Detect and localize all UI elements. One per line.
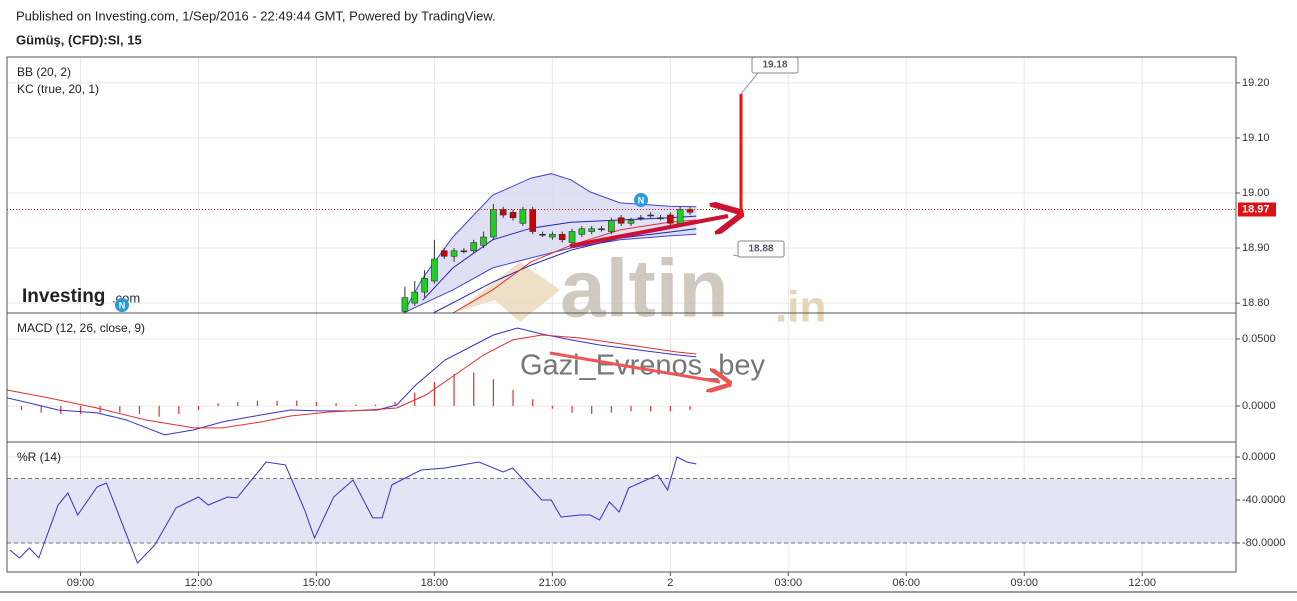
news-marker: [115, 298, 129, 312]
candle-body: [608, 220, 615, 232]
candle-body: [647, 214, 654, 217]
price-label: 18.88: [748, 244, 773, 255]
x-tick-label: 03:00: [775, 577, 803, 589]
annotation-layer: Gazi_Evrenos_bey BB (20, 2)KC (true, 20,…: [17, 56, 1276, 464]
candle-body: [667, 214, 674, 224]
series-line: [432, 228, 697, 313]
candle-body: [549, 233, 556, 238]
drawn-arrow: [569, 216, 728, 248]
candle-body: [588, 228, 595, 232]
indicator-label: %R (14): [17, 450, 61, 464]
chart-frame: [6, 56, 1237, 573]
y-tick-label: 19.20: [1242, 77, 1270, 89]
candle-body: [568, 231, 576, 243]
indicator-label: KC (true, 20, 1): [17, 82, 99, 96]
x-tick-label: 12:00: [1128, 577, 1156, 589]
watermark-altin: altin: [560, 244, 729, 335]
price-label-pointer: [740, 72, 759, 95]
candle-body: [440, 250, 448, 257]
candle-body: [617, 217, 625, 224]
x-tick-label: 18:00: [421, 577, 449, 589]
band-fill: [403, 173, 697, 313]
y-tick-label: -40.0000: [1242, 494, 1285, 506]
panel: [7, 327, 697, 436]
candle-body: [529, 209, 537, 232]
candle-body: [627, 220, 635, 224]
candle-body: [519, 209, 527, 224]
y-tick-label: 19.00: [1242, 187, 1270, 199]
symbol-title: Gümüş, (CFD):SI, 15: [16, 32, 142, 47]
y-tick-label: 18.80: [1242, 297, 1270, 309]
watermark-altin-suffix: .in: [775, 283, 826, 332]
price-label: 19.18: [762, 60, 787, 71]
candle-body: [411, 291, 419, 304]
candle-body: [499, 209, 507, 216]
candle-body: [421, 278, 428, 293]
candle-body: [657, 217, 664, 220]
x-tick-label: 09:00: [67, 577, 95, 589]
candle-body: [686, 209, 694, 213]
y-tick-label: 0.0500: [1242, 333, 1276, 345]
x-tick-label: 15:00: [303, 577, 331, 589]
indicator-label: BB (20, 2): [17, 65, 71, 79]
y-tick-label: 0.0000: [1242, 451, 1276, 463]
watermark-logo: [455, 262, 560, 322]
last-price-box: [1238, 202, 1276, 217]
x-tick-label: 2: [667, 577, 673, 589]
y-tick-label: 0.0000: [1242, 400, 1276, 412]
candle-body: [480, 236, 487, 246]
indicator-label: MACD (12, 26, close, 9): [17, 321, 145, 335]
y-tick-label: 18.90: [1242, 242, 1270, 254]
candle-body: [598, 228, 605, 231]
watermark-layer: altin .in Investing .com: [22, 244, 826, 335]
candle-body: [509, 211, 517, 219]
series-line: [403, 233, 697, 313]
candle-body: [578, 228, 586, 235]
panel: [7, 456, 1236, 564]
news-marker-label: N: [119, 300, 126, 310]
news-marker: [634, 193, 648, 207]
last-price-label: 18.97: [1242, 203, 1270, 215]
panel: [7, 173, 1236, 313]
candle-body: [676, 209, 684, 224]
series-line: [9, 456, 697, 564]
news-marker-label: N: [638, 195, 645, 205]
price-label-box: [737, 240, 785, 258]
x-tick-label: 09:00: [1010, 577, 1038, 589]
candle-body: [490, 209, 497, 238]
drawn-arrow: [549, 351, 720, 382]
candle-body: [431, 258, 438, 282]
series-line: [7, 334, 697, 429]
watermark-investing: Investing: [22, 286, 105, 307]
candle-body: [470, 242, 478, 252]
x-tick-label: 06:00: [893, 577, 921, 589]
x-tick-label: 12:00: [185, 577, 213, 589]
candle-body: [558, 233, 566, 241]
candle-body: [637, 217, 645, 220]
published-note: Published on Investing.com, 1/Sep/2016 -…: [16, 8, 496, 23]
candle-body: [460, 250, 468, 253]
x-tick-label: 21:00: [539, 577, 567, 589]
data-layer: [7, 173, 1236, 564]
y-tick-label: -80.0000: [1242, 537, 1285, 549]
level-band: [7, 478, 1236, 543]
y-tick-label: 19.10: [1242, 132, 1270, 144]
candle-body: [539, 233, 546, 236]
candle-body: [401, 297, 409, 312]
candle-body: [450, 250, 458, 257]
series-line: [7, 327, 697, 436]
